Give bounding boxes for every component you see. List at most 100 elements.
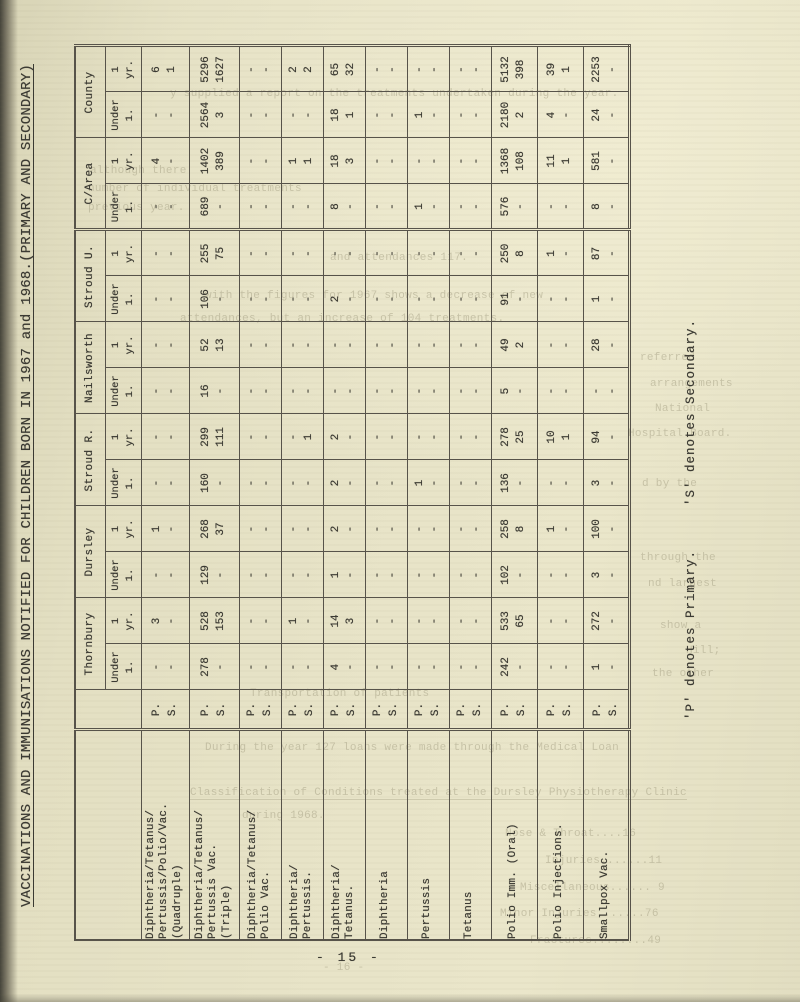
data-cell-1-yr: 1- — [537, 506, 583, 552]
value-line: - — [345, 295, 357, 303]
value-line: 3 — [345, 157, 357, 165]
value-line: 91 — [499, 292, 512, 306]
ps-label: P. — [246, 702, 258, 717]
data-cell-under-1: 18 1 — [323, 92, 365, 138]
value-line: - — [515, 663, 527, 671]
value-line: - — [287, 203, 300, 210]
bleedthrough-text: arrangements — [650, 378, 733, 390]
vaccine-name: Polio Injections. — [537, 730, 583, 940]
value-line: - — [371, 66, 384, 73]
value-line: - — [455, 387, 468, 395]
value-line: 4 — [329, 663, 342, 671]
value-line: - — [287, 571, 300, 579]
data-cell-1-yr: -- — [323, 230, 365, 276]
data-cell-under-1: 16- — [189, 368, 239, 414]
vaccine-name: Diphtheria/Tetanus. — [323, 730, 365, 940]
value-line: 32 — [345, 62, 357, 77]
value-line: - — [387, 111, 399, 119]
bleedthrough-text: Minor Injuries.......76 — [500, 908, 659, 920]
value-line: 3 — [150, 617, 163, 625]
value-line: - — [345, 479, 357, 487]
vaccine-name: Diphtheria/Pertussis. — [281, 730, 323, 940]
value-line: - — [303, 663, 315, 671]
footnote-secondary: 'S' denotes Secondary. — [684, 318, 698, 506]
value-line: - — [471, 387, 483, 395]
value-line: 52 — [199, 338, 212, 352]
data-cell-under-1: -- — [537, 644, 583, 690]
vaccine-row: Diphtheria/Tetanus/Pertussis Vac. (Triple… — [189, 46, 239, 940]
value-line: 242 — [499, 657, 512, 677]
area-header-c-area: C/Area — [75, 138, 105, 230]
vaccine-name-line: Smallpox Vac. — [598, 850, 611, 939]
vaccine-name: Diphtheria — [365, 730, 407, 940]
data-cell-under-1: -- — [141, 460, 189, 506]
value-line: 136 — [499, 473, 512, 493]
value-line: 3 — [345, 617, 357, 625]
ps-label: P. — [372, 702, 384, 717]
value-line: - — [561, 571, 573, 579]
value-line: - — [287, 341, 300, 349]
value-line: 1 — [329, 571, 342, 579]
data-cell-under-1: -- — [323, 368, 365, 414]
data-cell-under-1: 1- — [323, 552, 365, 598]
data-cell-1-yr: 94- — [583, 414, 629, 460]
vaccine-row: Diphtheria/Tetanus. P. S. 4-14 3 1-2-2-2- - - - -… — [323, 46, 365, 940]
value-line: 3 — [591, 571, 603, 579]
value-line: 65 — [515, 614, 527, 628]
data-cell-1-yr: 4- — [141, 138, 189, 184]
value-line: - — [545, 571, 558, 579]
value-line: - — [150, 387, 163, 395]
value-line: - — [545, 663, 558, 671]
value-line: 16 — [199, 384, 212, 398]
value-line: 1368 — [499, 147, 512, 175]
value-line: - — [471, 479, 483, 487]
vaccine-name-line: (Quadruple) — [171, 864, 184, 939]
data-cell-under-1: 1- — [407, 92, 449, 138]
data-cell-1-yr: -- — [239, 138, 281, 184]
value-line: - — [515, 571, 527, 579]
value-line: - — [245, 250, 258, 257]
data-cell-under-1: 136- — [491, 460, 537, 506]
value-line: - — [387, 387, 399, 395]
value-line: 2 — [515, 341, 527, 349]
value-line: 1 — [303, 157, 315, 165]
ps-label: P. — [200, 702, 212, 717]
value-line: 1 — [561, 66, 573, 73]
value-line: - — [287, 295, 300, 303]
value-line: - — [387, 617, 399, 625]
value-line: - — [471, 571, 483, 579]
ps-label: S. — [262, 702, 274, 717]
value-line: 258 — [499, 519, 512, 539]
data-cell-1-yr: -- — [449, 230, 491, 276]
value-line: - — [413, 433, 426, 441]
value-line: 39 — [545, 62, 558, 77]
value-line: 1 — [287, 157, 300, 165]
data-cell-under-1: -- — [141, 276, 189, 322]
area-header-thornbury: Thornbury — [75, 598, 105, 690]
value-line: 129 — [199, 565, 212, 585]
bleedthrough-text: Nose & Throat....16 — [505, 828, 637, 840]
value-line: - — [371, 157, 384, 165]
value-line: - — [606, 66, 619, 73]
data-cell-under-1: 2- — [323, 276, 365, 322]
bleedthrough-text: through the — [640, 552, 716, 564]
data-cell-1-yr: -- — [407, 598, 449, 644]
data-cell-under-1: 4- — [537, 92, 583, 138]
ps-label: P. — [151, 702, 163, 717]
corner-cell-ps — [75, 690, 141, 730]
data-cell-under-1: -- — [449, 92, 491, 138]
bleedthrough-text: number of individual treatments — [88, 183, 302, 195]
value-line: 94 — [591, 430, 603, 444]
data-cell-1-yr: 1368 108 — [491, 138, 537, 184]
data-cell-1-yr: 5296 1627 — [189, 46, 239, 92]
age-header-under-1: Under 1. — [105, 92, 141, 138]
vaccine-name: Polio Imm. (Oral) — [491, 730, 537, 940]
value-line: - — [150, 111, 163, 119]
age-header-line: 1 — [110, 250, 122, 257]
value-line: - — [387, 433, 399, 441]
value-line: 102 — [499, 565, 512, 585]
value-line: - — [606, 525, 619, 533]
data-cell-under-1: -- — [239, 644, 281, 690]
corner-cell-names — [75, 730, 141, 940]
